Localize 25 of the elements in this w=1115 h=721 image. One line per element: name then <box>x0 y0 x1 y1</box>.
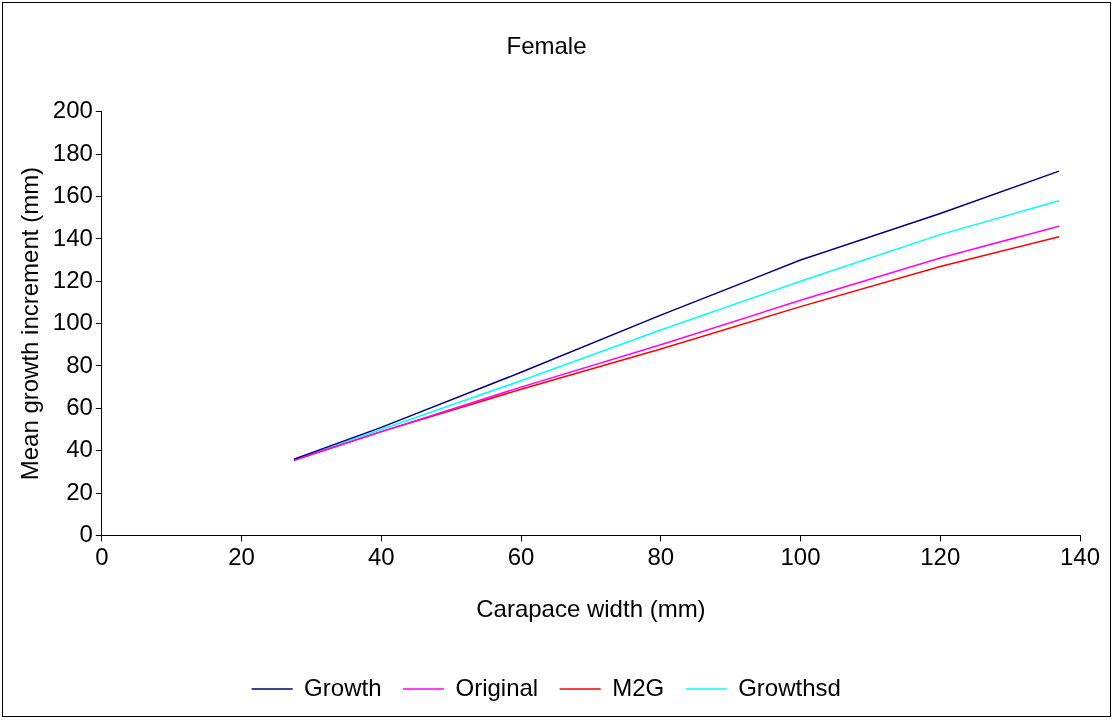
y-axis-title: Mean growth increment (mm) <box>16 166 44 481</box>
x-tick-label: 60 <box>507 543 535 571</box>
chart-title: Female <box>506 32 587 60</box>
legend-label: Growthsd <box>738 673 841 701</box>
y-tick-label: 200 <box>52 96 93 124</box>
x-tick-label: 20 <box>228 543 255 571</box>
y-tick-label: 80 <box>66 350 93 378</box>
x-tick-label: 120 <box>920 543 961 571</box>
y-tick-label: 0 <box>79 520 93 548</box>
x-tick-label: 140 <box>1059 543 1101 571</box>
y-tick-label: 160 <box>52 181 93 209</box>
y-tick-label: 120 <box>52 265 93 293</box>
y-tick-label: 40 <box>66 435 93 463</box>
y-tick-label: 140 <box>52 223 93 251</box>
x-axis-title: Carapace width (mm) <box>476 595 706 623</box>
x-tick-label: 100 <box>780 543 821 571</box>
x-tick-label: 80 <box>647 543 675 571</box>
legend-label: Original <box>455 673 539 701</box>
x-tick-label: 40 <box>367 543 395 571</box>
legend-label: M2G <box>612 673 665 701</box>
legend-label: Growth <box>304 673 382 701</box>
y-tick-label: 180 <box>52 138 93 166</box>
y-tick-label: 60 <box>66 392 93 420</box>
y-tick-label: 100 <box>52 308 93 336</box>
y-tick-label: 20 <box>66 477 93 505</box>
